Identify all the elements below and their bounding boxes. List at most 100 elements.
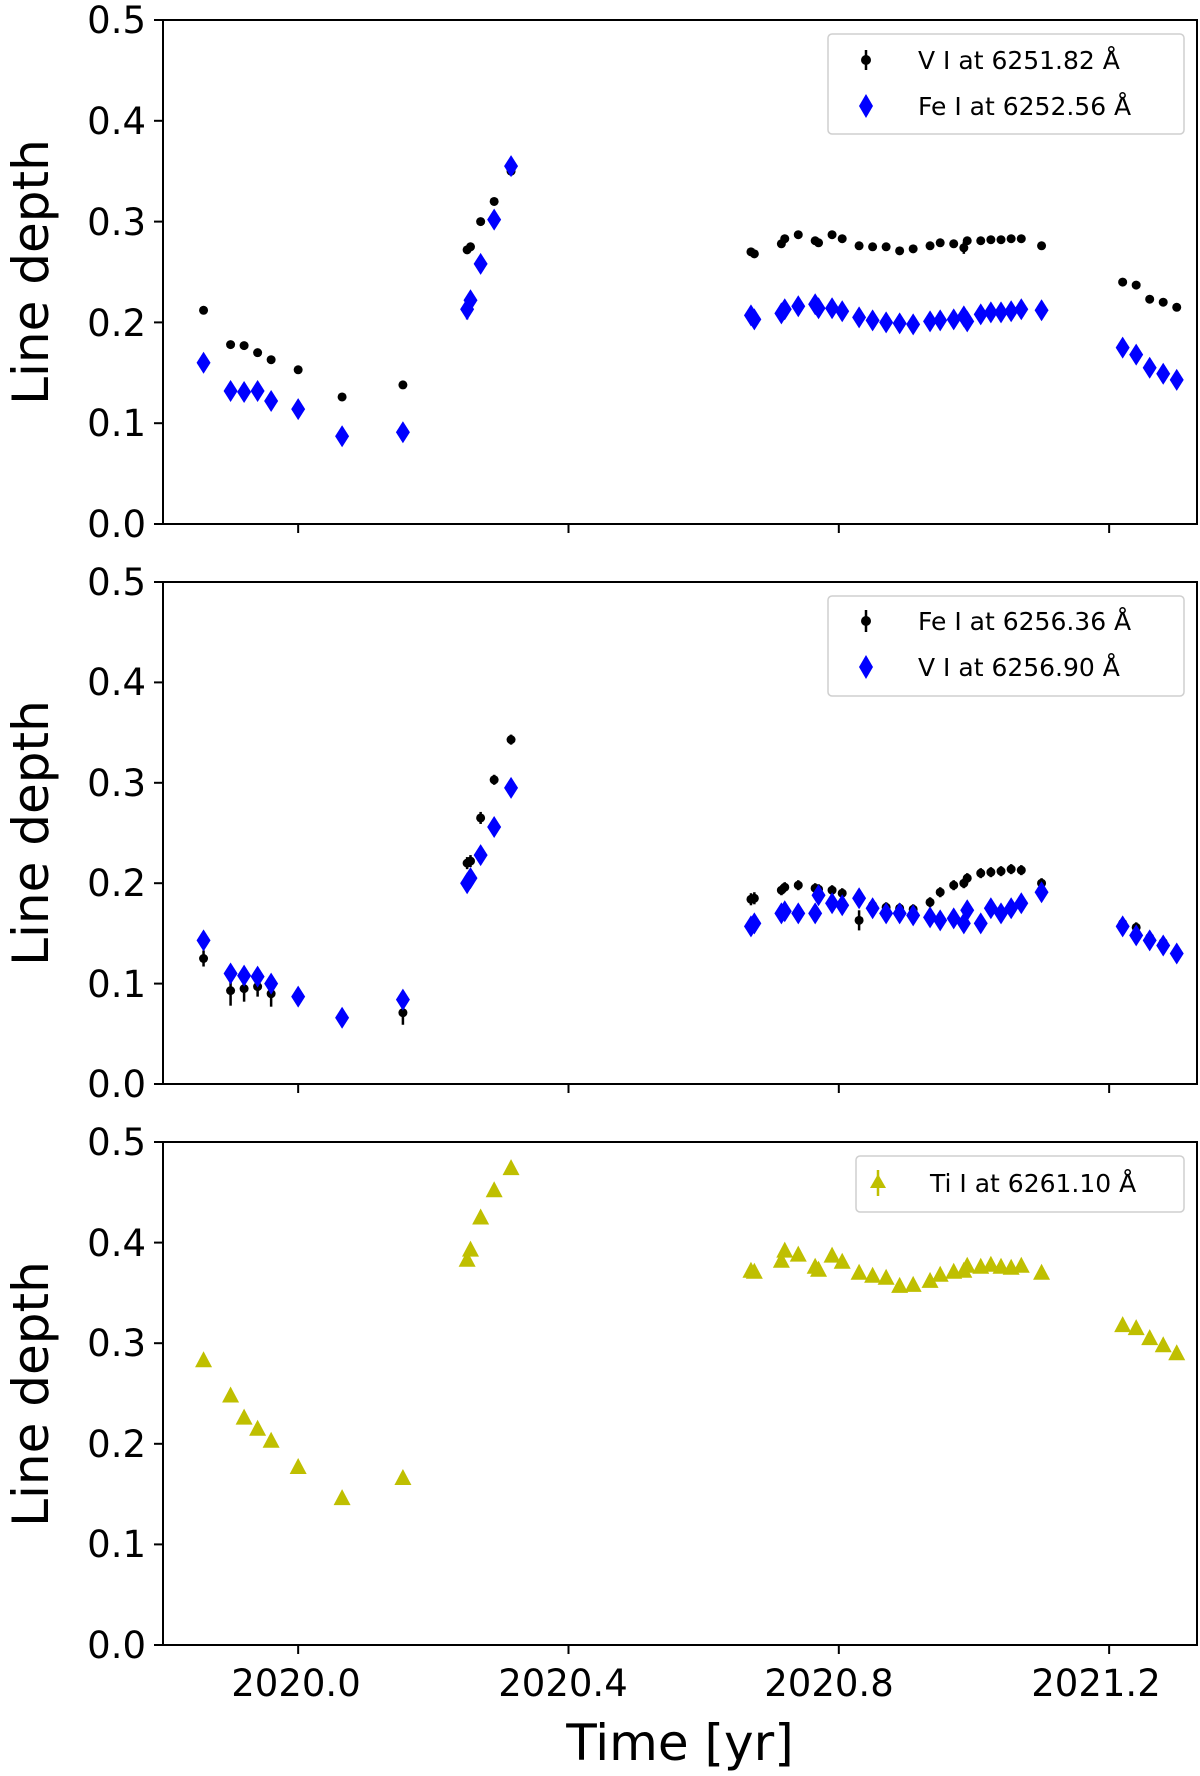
data-point [925, 241, 935, 251]
data-point [1131, 280, 1141, 290]
data-point [973, 912, 988, 935]
plot-area-frame [162, 581, 1198, 1085]
data-point [825, 892, 840, 915]
data-point [473, 844, 488, 867]
data-point [398, 1008, 408, 1018]
data-point [810, 1260, 828, 1277]
data-point [463, 867, 478, 890]
data-point [923, 310, 938, 333]
data-point [835, 894, 850, 917]
data-point [1141, 1329, 1159, 1346]
data-point [1145, 294, 1155, 304]
ytick-label: 0.2 [87, 1423, 146, 1466]
x-axis-ticks: 2020.0 2020.4 2020.8 2021.2 [231, 1645, 1161, 1705]
data-point [837, 888, 847, 898]
legend-swatch-triangle-olive [870, 1170, 886, 1196]
data-point [293, 365, 303, 375]
data-point [949, 239, 959, 249]
data-point [923, 906, 938, 929]
data-point [1004, 300, 1019, 323]
data-point [1169, 942, 1184, 965]
data-point [976, 868, 986, 878]
data-point [793, 880, 803, 890]
ytick-label: 0.0 [87, 503, 146, 546]
data-point [1014, 892, 1029, 915]
data-point [458, 1250, 476, 1267]
data-point [791, 295, 806, 318]
data-point [994, 301, 1009, 324]
legend-swatch-diamond-blue [859, 94, 873, 118]
data-point [337, 392, 347, 402]
data-point [833, 1252, 851, 1269]
data-point [465, 856, 475, 866]
data-point [780, 234, 790, 244]
data-point [854, 915, 864, 925]
data-point [489, 775, 499, 785]
ytick-label: 0.4 [87, 100, 146, 143]
data-point [476, 813, 486, 823]
ytick-label: 0.1 [87, 963, 146, 1006]
data-point [504, 776, 519, 799]
xtick-label: 2020.0 [231, 1662, 360, 1705]
data-point [249, 1419, 267, 1436]
data-point [777, 298, 792, 321]
data-point [850, 1263, 868, 1280]
ytick-label: 0.0 [87, 1624, 146, 1667]
data-point [226, 986, 236, 996]
data-point [865, 897, 880, 920]
data-point [906, 904, 921, 927]
data-point [1033, 1263, 1051, 1280]
data-point [226, 340, 236, 350]
data-point [335, 425, 350, 448]
data-point [868, 242, 878, 252]
data-point [235, 1408, 253, 1425]
ytick-label: 0.4 [87, 661, 146, 704]
data-point [398, 380, 408, 390]
y-axis-ticks: 0.0 0.1 0.2 0.3 0.4 0.5 [87, 1121, 163, 1667]
data-point [881, 242, 891, 252]
data-point [996, 866, 1006, 876]
data-point [962, 236, 972, 246]
data-point [747, 912, 762, 935]
data-point [747, 308, 762, 331]
data-point [835, 300, 850, 323]
xtick-label: 2021.2 [1031, 1662, 1160, 1705]
data-point [487, 815, 502, 838]
data-point [982, 1255, 1000, 1272]
data-point [854, 241, 864, 251]
panel-bottom: 0.0 0.1 0.2 0.3 0.4 0.5 2020.0 2020.4 20… [2, 1121, 1198, 1772]
data-point [237, 964, 252, 987]
data-point [960, 899, 975, 922]
data-point [1006, 864, 1016, 874]
data-point [262, 1431, 280, 1448]
data-point [996, 235, 1006, 245]
data-point [749, 893, 759, 903]
data-point [253, 348, 263, 358]
ytick-label: 0.0 [87, 1063, 146, 1106]
data-point [789, 1245, 807, 1262]
data-point [959, 243, 969, 253]
y-axis-label: Line depth [2, 700, 60, 966]
data-point [476, 217, 486, 227]
data-point [1142, 356, 1157, 379]
data-point [992, 1257, 1010, 1274]
data-point [1016, 865, 1026, 875]
data-point [1034, 299, 1049, 322]
data-point [1129, 924, 1144, 947]
data-point [973, 303, 988, 326]
data-point [777, 900, 792, 923]
data-point [793, 230, 803, 240]
data-point [199, 954, 209, 963]
data-point [865, 309, 880, 332]
data-point [266, 355, 276, 365]
data-point [223, 962, 238, 985]
data-point [776, 1241, 794, 1258]
data-point [749, 249, 759, 259]
data-point [239, 984, 249, 994]
data-point [976, 236, 986, 246]
data-point [504, 155, 519, 178]
data-point [502, 1159, 520, 1176]
data-point [852, 306, 867, 329]
series-0 [199, 166, 1182, 402]
